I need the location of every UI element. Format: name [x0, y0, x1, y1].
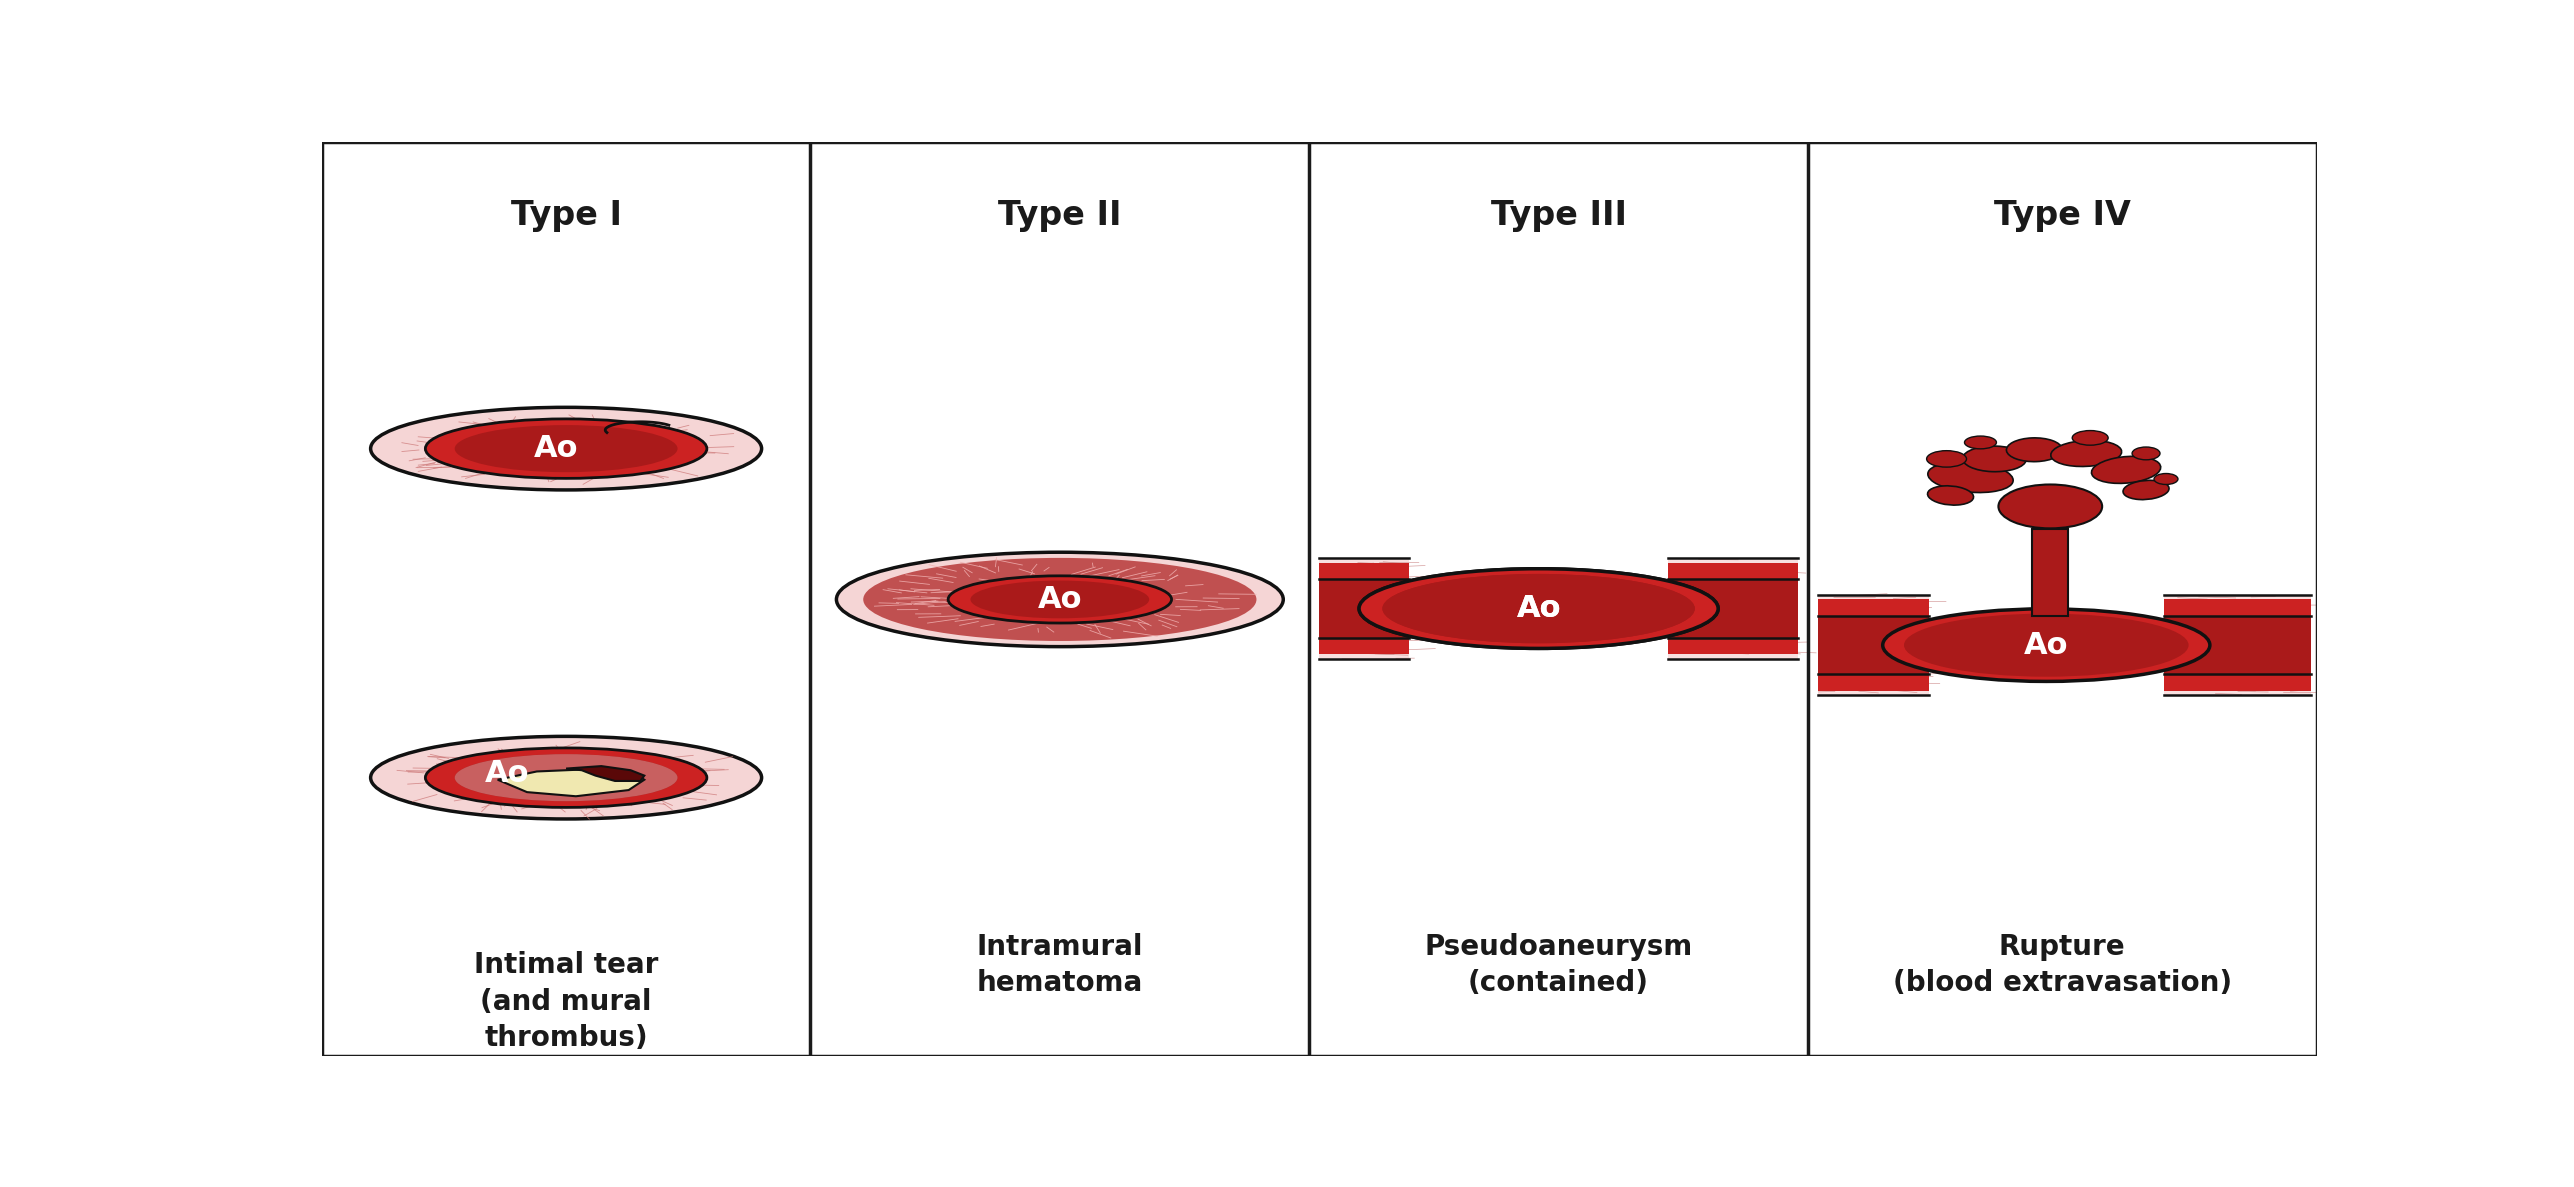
Ellipse shape [1382, 575, 1694, 643]
Ellipse shape [456, 425, 677, 472]
Bar [2165, 599, 2311, 616]
Bar [1817, 595, 1928, 696]
Text: Ao: Ao [1516, 594, 1560, 623]
Bar [1668, 563, 1797, 579]
Text: Ao: Ao [2023, 630, 2069, 660]
Ellipse shape [2154, 474, 2178, 484]
Ellipse shape [1997, 484, 2103, 528]
Bar [2033, 529, 2069, 616]
Ellipse shape [1905, 614, 2188, 677]
Text: Ao: Ao [533, 434, 579, 463]
Ellipse shape [1382, 575, 1694, 643]
Ellipse shape [862, 558, 1256, 641]
Ellipse shape [425, 748, 708, 807]
Ellipse shape [1359, 569, 1717, 648]
Bar [1318, 579, 1411, 637]
Ellipse shape [371, 736, 762, 819]
Text: Ao: Ao [1037, 585, 1081, 614]
Text: Ao: Ao [1516, 594, 1560, 623]
Text: Type III: Type III [1490, 199, 1627, 233]
Bar [1668, 579, 1797, 637]
Ellipse shape [1928, 462, 2013, 493]
Bar [2165, 674, 2311, 691]
Ellipse shape [1964, 436, 1997, 449]
Ellipse shape [947, 576, 1171, 623]
Ellipse shape [456, 754, 677, 801]
Bar [2165, 616, 2311, 674]
Ellipse shape [456, 754, 677, 801]
Bar [1318, 563, 1411, 579]
Ellipse shape [371, 407, 762, 490]
Bar [1817, 616, 1928, 674]
Text: Intimal tear
(and mural
thrombus): Intimal tear (and mural thrombus) [474, 951, 659, 1053]
Text: Type II: Type II [999, 199, 1122, 233]
Ellipse shape [837, 552, 1284, 647]
Ellipse shape [2131, 447, 2160, 459]
Text: Pseudoaneurysm
(contained): Pseudoaneurysm (contained) [1423, 933, 1694, 997]
Text: Intramural
hematoma: Intramural hematoma [976, 933, 1143, 997]
Ellipse shape [425, 419, 708, 478]
Ellipse shape [1882, 609, 2211, 681]
Ellipse shape [1928, 485, 1974, 506]
Text: Type IV: Type IV [1995, 199, 2131, 233]
Text: Ao: Ao [486, 758, 530, 788]
Text: Type I: Type I [510, 199, 620, 233]
Polygon shape [566, 766, 644, 781]
Bar [1318, 637, 1411, 654]
Bar [1817, 674, 1928, 691]
Ellipse shape [1359, 569, 1717, 648]
Bar [1817, 599, 1928, 616]
Polygon shape [497, 769, 644, 796]
Bar [1318, 558, 1411, 659]
Ellipse shape [1925, 451, 1967, 468]
Ellipse shape [1961, 446, 2026, 471]
Bar [1668, 637, 1797, 654]
Bar [2165, 595, 2311, 696]
Ellipse shape [2072, 431, 2108, 445]
Ellipse shape [2005, 438, 2062, 462]
Text: Rupture
(blood extravasation): Rupture (blood extravasation) [1892, 933, 2232, 997]
Ellipse shape [2051, 440, 2121, 466]
Ellipse shape [2124, 481, 2170, 500]
Bar [1668, 558, 1797, 659]
Ellipse shape [2093, 456, 2160, 483]
Ellipse shape [970, 580, 1148, 618]
